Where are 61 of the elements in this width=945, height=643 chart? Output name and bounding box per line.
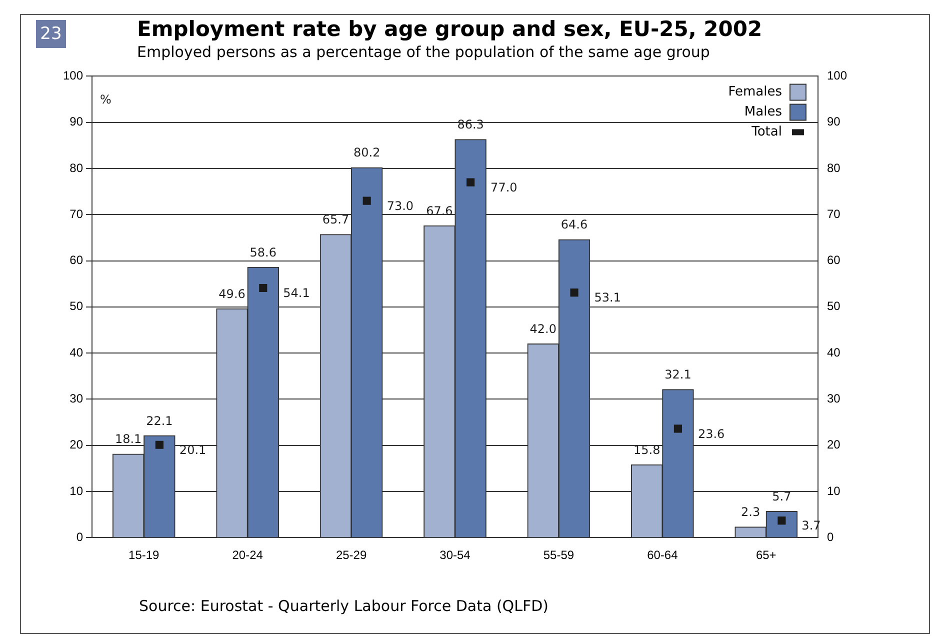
x-tick-label: 60-64: [647, 548, 678, 562]
legend-label: Total: [750, 124, 782, 140]
point: [674, 424, 682, 433]
data-label: 18.1: [114, 432, 142, 446]
data-label: 53.1: [594, 290, 621, 305]
data-label: 64.6: [560, 218, 588, 232]
data-label: 23.6: [698, 426, 725, 441]
text: 23: [36, 20, 66, 48]
data-label: 49.6: [218, 286, 246, 301]
x-tick-label: 25-29: [336, 548, 367, 562]
y2-tick-label: 70: [826, 206, 841, 221]
y2-tick-label: 50: [826, 299, 841, 314]
data-label: 58.6: [250, 245, 276, 260]
data-label: 2.3: [741, 505, 760, 520]
point: [570, 288, 578, 297]
chart-subtitle: Employed persons as a percentage of the population of the same age group: [137, 43, 710, 61]
data-label: 77.0: [490, 180, 518, 194]
data-label: 15.8: [634, 442, 660, 457]
y2-tick-label: 20: [826, 438, 841, 452]
data-label: 5.7: [772, 489, 792, 504]
y-tick-label: 70: [70, 206, 84, 221]
y-tick-label: 50: [70, 299, 84, 314]
legend-label: Females: [728, 84, 782, 100]
y-tick-label: 100: [62, 68, 84, 83]
chart-title: Employment rate by age group and sex, EU-25, 2002: [137, 17, 762, 41]
x-tick-label: 20-24: [232, 548, 264, 562]
y2-tick-label: 40: [826, 345, 841, 360]
y-axis-title: %: [100, 92, 112, 106]
data-label: 73.0: [386, 198, 414, 213]
point: [259, 284, 268, 292]
y2-tick-label: 0: [826, 530, 834, 544]
point: [466, 178, 475, 186]
y2-tick-label: 100: [826, 68, 848, 83]
data-label: 80.2: [353, 146, 380, 160]
y-tick-label: 60: [70, 253, 84, 268]
y-tick-label: 30: [70, 391, 84, 406]
point: [362, 196, 371, 205]
y2-tick-label: 80: [826, 160, 841, 175]
x-tick-label: 65+: [756, 548, 776, 562]
y2-tick-label: 30: [826, 391, 841, 406]
y-tick-label: 10: [70, 484, 84, 498]
y-tick-label: 90: [70, 114, 84, 129]
y-tick-label: 20: [70, 438, 84, 452]
data-label: 20.1: [179, 442, 206, 457]
y-tick-label: 40: [70, 345, 84, 360]
x-tick-label: 55-59: [543, 548, 574, 562]
data-label: 65.7: [322, 212, 350, 227]
x-tick-label: 30-54: [440, 548, 471, 562]
legend-label: Males: [744, 104, 782, 120]
source-note: Source: Eurostat - Quarterly Labour Force Data (QLFD): [139, 597, 548, 615]
data-label: 54.1: [283, 286, 310, 300]
y-tick-label: 0: [76, 530, 84, 544]
y2-tick-label: 60: [826, 253, 841, 268]
point: [155, 440, 164, 449]
x-tick-label: 15-19: [128, 548, 160, 562]
y-tick-label: 80: [70, 160, 84, 175]
y2-tick-label: 90: [826, 114, 841, 129]
data-label: 42.0: [530, 322, 557, 336]
y2-tick-label: 10: [826, 484, 841, 498]
data-label: 22.1: [146, 414, 173, 428]
data-label: 32.1: [664, 368, 692, 382]
